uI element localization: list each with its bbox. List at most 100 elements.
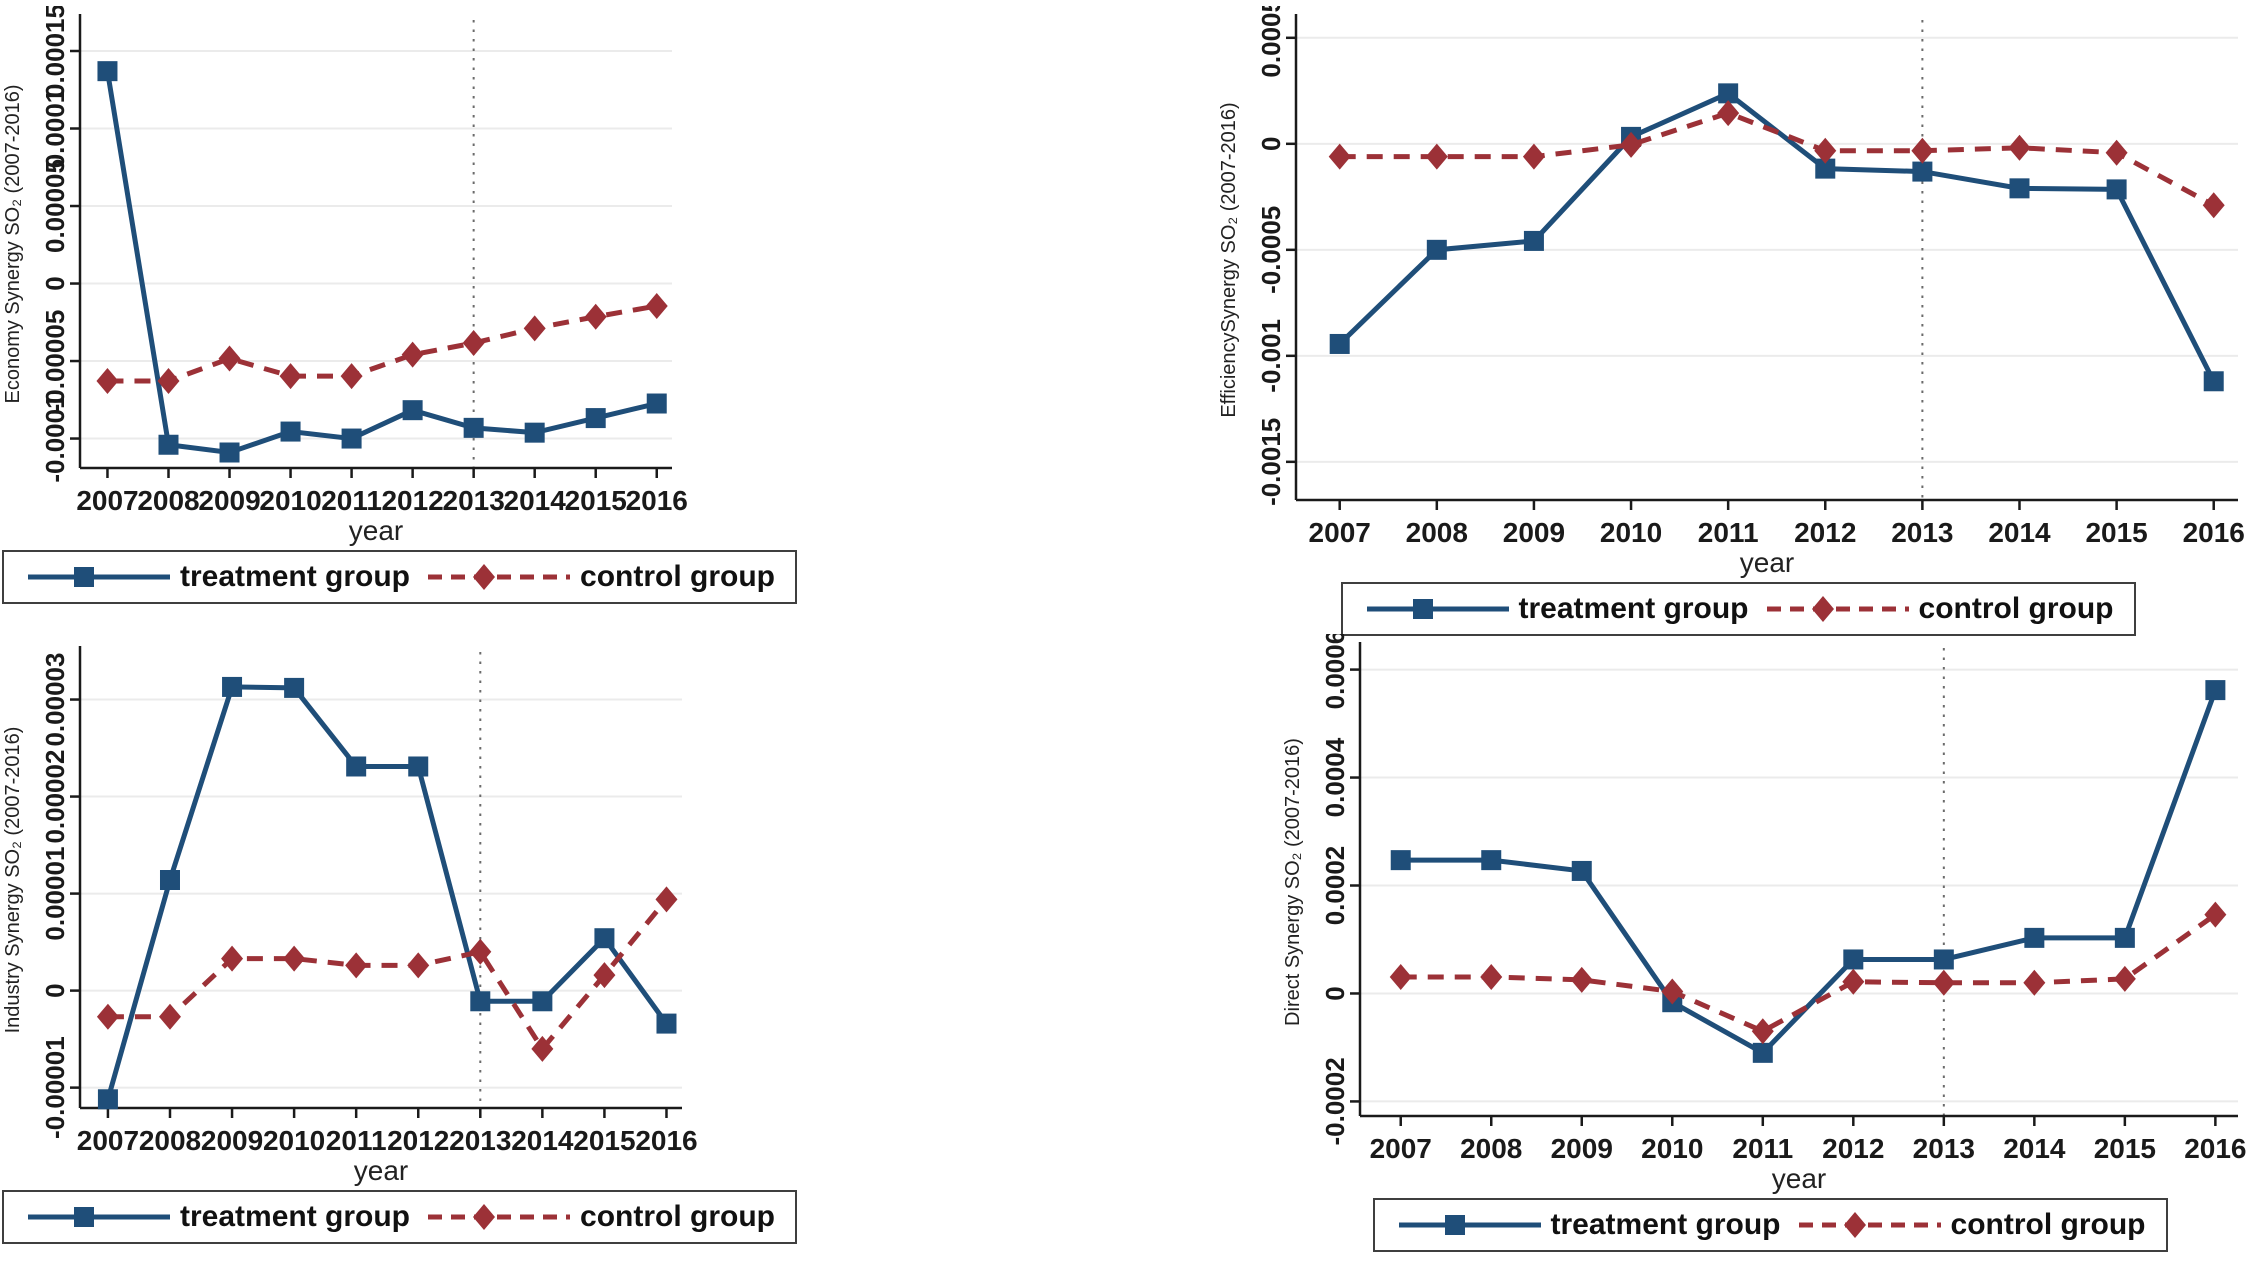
x-tick-label: 2014: [504, 485, 567, 516]
y-tick-label: 0: [40, 983, 70, 997]
x-tick-label: 2011: [326, 1125, 387, 1156]
treatment-square-marker: [656, 1013, 677, 1034]
treatment-square-marker: [2106, 179, 2127, 200]
economy-chart-panel: 0.00015 0.0001 0.00005 0 -0.00005 -0.0001 2007…: [2, 6, 797, 604]
y-tick-label: 0.0004: [1320, 737, 1350, 817]
direct-chart: 0.0006 0.0004 0.0002 0 -0.0002 2007 2008 2009 20…: [1282, 634, 2247, 1194]
x-tick-label: 2011: [1732, 1133, 1793, 1164]
x-tick-label: 2010: [1641, 1133, 1703, 1164]
control-diamond-marker: [2113, 965, 2136, 992]
x-tick-label: 2007: [1309, 517, 1371, 548]
control-diamond-marker: [584, 303, 607, 330]
treatment-square-marker: [1523, 230, 1544, 251]
x-tick-label: 2016: [2184, 1133, 2246, 1164]
treatment-series-line: [1337, 90, 2216, 383]
treatment-square-marker: [1426, 239, 1447, 260]
treatment-square-marker: [470, 991, 491, 1012]
control-diamond-marker: [473, 1204, 496, 1230]
control-series-line: [1339, 110, 2215, 208]
control-diamond-marker: [340, 363, 363, 390]
x-tick-label: 2014: [1988, 517, 2051, 548]
legend-item-treatment: treatment group: [1363, 592, 1749, 626]
control-line-sample-icon: [428, 1204, 571, 1230]
control-series-line: [1400, 912, 2217, 1035]
treatment-square-marker: [2114, 927, 2135, 948]
control-line-sample-icon: [428, 564, 571, 590]
x-tick-label: 2009: [1503, 517, 1565, 548]
y-axis-title: Economy Synergy SO₂ (2007-2016): [2, 84, 24, 403]
x-tick-label: 2016: [626, 485, 688, 516]
y-tick-label: 0.00015: [40, 6, 70, 98]
control-diamond-marker: [593, 962, 616, 989]
control-diamond-marker: [2204, 901, 2227, 928]
control-diamond-marker: [1717, 100, 1740, 127]
treatment-square-marker: [219, 442, 240, 463]
legend-box: treatment group control group: [2, 1190, 797, 1244]
y-tick-label: 0.00003: [40, 653, 70, 747]
treatment-square-marker: [1933, 949, 1954, 970]
x-tick-label: 2011: [321, 485, 382, 516]
x-tick-label: 2013: [1913, 1133, 1975, 1164]
legend-item-treatment: treatment group: [24, 1200, 410, 1234]
control-diamond-marker: [1620, 131, 1643, 158]
control-diamond-marker: [469, 938, 492, 965]
control-diamond-marker: [1661, 978, 1684, 1005]
control-diamond-marker: [473, 564, 496, 590]
x-tick-label: 2016: [635, 1125, 697, 1156]
treatment-square-marker: [594, 928, 615, 949]
control-diamond-marker: [1328, 143, 1351, 170]
control-diamond-marker: [645, 293, 668, 320]
control-diamond-marker: [157, 368, 180, 395]
control-diamond-marker: [1842, 968, 1865, 995]
treatment-square-marker: [585, 408, 606, 429]
control-diamond-marker: [531, 1035, 554, 1062]
treatment-square-marker: [1390, 850, 1411, 871]
control-diamond-marker: [655, 886, 678, 913]
control-series-line: [107, 303, 658, 384]
treatment-square-marker: [1412, 599, 1433, 619]
treatment-square-marker: [408, 756, 429, 777]
x-tick-label: 2014: [511, 1125, 574, 1156]
x-tick-label: 2012: [381, 485, 443, 516]
treatment-series-line: [104, 70, 658, 456]
treatment-square-marker: [463, 417, 484, 438]
control-diamond-marker: [1751, 1018, 1774, 1045]
efficiency-chart: 0.0005 0 -0.0005 -0.001 -0.0015 2007 2008 2009 2…: [1218, 6, 2245, 578]
y-tick-label: 0: [1320, 986, 1350, 1000]
x-tick-label: 2013: [1891, 517, 1953, 548]
x-tick-label: 2009: [201, 1125, 263, 1156]
treatment-square-marker: [646, 393, 667, 414]
y-tick-label: -0.0015: [1256, 418, 1286, 506]
control-diamond-marker: [1932, 969, 1955, 996]
legend-item-treatment: treatment group: [1395, 1208, 1781, 1242]
control-legend-label: control group: [580, 1200, 775, 1233]
y-axis-title: EfficiencySynergy SO₂ (2007-2016): [1218, 102, 1240, 417]
y-tick-label: -0.00005: [40, 310, 70, 413]
y-tick-label: -0.00001: [40, 1036, 70, 1139]
control-diamond-marker: [283, 945, 306, 972]
y-tick-label: -0.001: [1256, 319, 1286, 393]
treatment-square-marker: [2009, 178, 2030, 199]
control-diamond-marker: [1425, 143, 1448, 170]
x-tick-label: 2008: [1406, 517, 1468, 548]
x-tick-label: 2008: [137, 485, 199, 516]
treatment-square-marker: [341, 428, 362, 449]
treatment-square-marker: [1912, 161, 1933, 182]
control-diamond-marker: [1480, 963, 1503, 990]
legend-item-control: control group: [1795, 1208, 2146, 1242]
treatment-square-marker: [158, 434, 179, 455]
treatment-square-marker: [159, 870, 180, 890]
x-tick-label: 2009: [198, 485, 260, 516]
control-line-sample-icon: [1766, 596, 1909, 622]
treatment-square-marker: [524, 422, 545, 443]
y-tick-label: -0.0001: [40, 394, 70, 482]
control-diamond-marker: [345, 952, 368, 979]
control-diamond-marker: [96, 1003, 119, 1030]
treatment-square-marker: [1843, 949, 1864, 970]
treatment-square-marker: [74, 567, 94, 587]
control-diamond-marker: [1843, 1212, 1866, 1238]
control-diamond-marker: [96, 368, 119, 395]
control-legend-label: control group: [580, 560, 775, 593]
